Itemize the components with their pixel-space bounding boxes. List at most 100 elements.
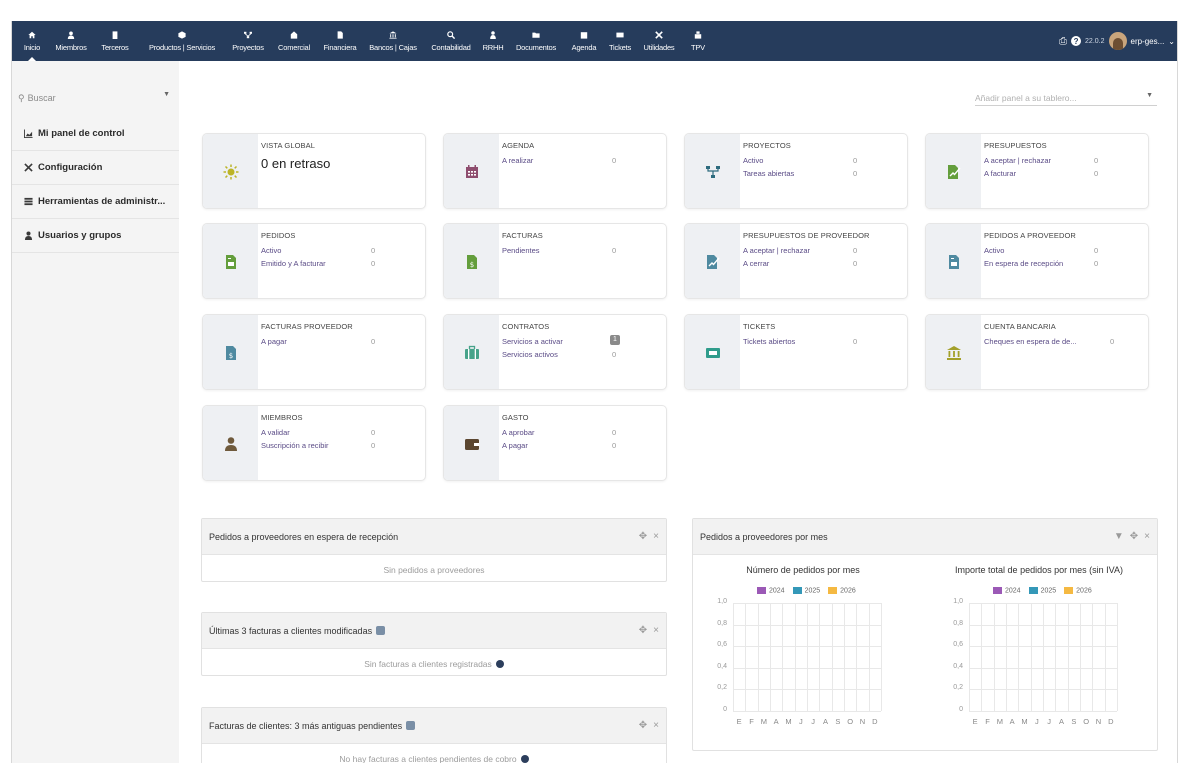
box-line-label[interactable]: Servicios activos (502, 350, 558, 359)
close-icon[interactable]: × (653, 531, 659, 542)
nav-proyectos[interactable]: Proyectos (226, 21, 270, 61)
box-line-label[interactable]: Pendientes (502, 246, 540, 255)
sidebar-item-usuarios[interactable]: Usuarios y grupos (12, 219, 179, 253)
box-cuenta-bancaria[interactable]: CUENTA BANCARIA Cheques en espera de de.… (925, 314, 1149, 390)
box-facturas-proveedor[interactable]: $ FACTURAS PROVEEDOR A pagar 0 (202, 314, 426, 390)
box-agenda[interactable]: AGENDA A realizar 0 (443, 133, 667, 209)
add-panel-select[interactable]: Añadir panel a su tablero... ▼ (975, 90, 1157, 106)
widget-header[interactable]: Facturas de clientes: 3 más antiguas pen… (202, 708, 666, 744)
sidebar-item-herramientas[interactable]: Herramientas de administr... (12, 185, 179, 219)
box-line-value[interactable]: 0 (371, 441, 376, 450)
nav-bancos-cajas[interactable]: Bancos | Cajas (362, 21, 424, 61)
nav-agenda[interactable]: Agenda (564, 21, 604, 61)
print-icon[interactable]: ⎙ (1059, 35, 1068, 47)
info-icon[interactable] (495, 660, 504, 668)
box-line-value[interactable]: 0 (612, 156, 617, 165)
avatar[interactable] (1108, 32, 1127, 50)
box-presupuestos[interactable]: PRESUPUESTOS A aceptar | rechazar 0 A fa… (925, 133, 1149, 209)
box-line-value[interactable]: 0 (612, 350, 617, 359)
box-line-value[interactable]: 0 (1110, 337, 1115, 346)
box-line-value-badge[interactable]: 1 (610, 335, 620, 345)
box-line-label[interactable]: A facturar (984, 169, 1017, 178)
list-icon[interactable] (406, 721, 416, 730)
box-line-label[interactable]: Servicios a activar (502, 337, 563, 346)
box-contratos[interactable]: CONTRATOS Servicios a activar 1 Servicio… (443, 314, 667, 390)
box-line-label[interactable]: A aceptar | rechazar (743, 246, 810, 255)
move-icon[interactable]: ✥ (638, 720, 648, 731)
user-name[interactable]: erp-ges... (1130, 36, 1165, 46)
box-presupuestos-proveedor[interactable]: PRESUPUESTOS DE PROVEEDOR A aceptar | re… (684, 223, 908, 299)
widget-header[interactable]: Pedidos a proveedores en espera de recep… (202, 519, 666, 555)
legend-item[interactable]: 2026 (1064, 587, 1092, 594)
legend-item[interactable]: 2024 (757, 587, 785, 594)
box-vista-global[interactable]: VISTA GLOBAL 0 en retraso (202, 133, 426, 209)
box-line-value[interactable]: 0 (1094, 169, 1099, 178)
search-field[interactable]: ⚲ Buscar ▼ (18, 91, 170, 105)
box-line-label[interactable]: A aceptar | rechazar (984, 156, 1051, 165)
nav-financiera[interactable]: Financiera (318, 21, 362, 61)
box-line-value[interactable]: 0 (853, 156, 858, 165)
nav-terceros[interactable]: Terceros (94, 21, 136, 61)
box-pedidos[interactable]: PEDIDOS Activo 0 Emitido y A facturar 0 (202, 223, 426, 299)
box-line-value[interactable]: 0 (371, 246, 376, 255)
sidebar-item-panel-control[interactable]: Mi panel de control (12, 117, 179, 151)
close-icon[interactable]: × (653, 625, 659, 636)
nav-contabilidad[interactable]: Contabilidad (424, 21, 478, 61)
nav-tpv[interactable]: TPV (686, 21, 710, 61)
nav-rrhh[interactable]: RRHH (478, 21, 508, 61)
box-line-label[interactable]: A pagar (261, 337, 287, 346)
nav-comercial[interactable]: Comercial (270, 21, 318, 61)
box-line-label[interactable]: Activo (261, 246, 282, 255)
box-line-value[interactable]: 0 (853, 246, 858, 255)
box-line-value[interactable]: 0 (612, 246, 617, 255)
box-line-label[interactable]: En espera de recepción (984, 259, 1064, 268)
box-line-label[interactable]: A cerrar (743, 259, 770, 268)
box-facturas[interactable]: $ FACTURAS Pendientes 0 (443, 223, 667, 299)
move-icon[interactable]: ✥ (1129, 531, 1139, 542)
box-gasto[interactable]: GASTO A aprobar 0 A pagar 0 (443, 405, 667, 481)
legend-item[interactable]: 2026 (828, 587, 856, 594)
info-icon[interactable] (520, 755, 529, 763)
nav-tickets[interactable]: Tickets (604, 21, 636, 61)
box-line-value[interactable]: 0 (1094, 246, 1099, 255)
box-line-label[interactable]: Activo (984, 246, 1005, 255)
box-line-label[interactable]: Emitido y A facturar (261, 259, 326, 268)
box-line-value[interactable]: 0 (853, 169, 858, 178)
box-line-label[interactable]: Tareas abiertas (743, 169, 795, 178)
nav-productos-servicios[interactable]: Productos | Servicios (136, 21, 228, 61)
box-line-label[interactable]: Activo (743, 156, 764, 165)
move-icon[interactable]: ✥ (638, 531, 648, 542)
legend-item[interactable]: 2024 (993, 587, 1021, 594)
legend-item[interactable]: 2025 (792, 587, 820, 594)
box-tickets[interactable]: TICKETS Tickets abiertos 0 (684, 314, 908, 390)
box-miembros[interactable]: MIEMBROS A validar 0 Suscripción a recib… (202, 405, 426, 481)
box-pedidos-proveedor[interactable]: PEDIDOS A PROVEEDOR Activo 0 En espera d… (925, 223, 1149, 299)
list-icon[interactable] (376, 626, 386, 635)
box-line-label[interactable]: A aprobar (502, 428, 535, 437)
help-icon[interactable]: ? (1071, 36, 1082, 46)
sidebar-item-configuracion[interactable]: Configuración (12, 151, 179, 185)
box-line-label[interactable]: A realizar (502, 156, 534, 165)
widget-header[interactable]: Pedidos a proveedores por mes ▼ ✥ × (693, 519, 1157, 555)
box-line-value[interactable]: 0 (371, 259, 376, 268)
move-icon[interactable]: ✥ (638, 625, 648, 636)
box-line-label[interactable]: A validar (261, 428, 290, 437)
box-big-value[interactable]: 0 en retraso (261, 156, 331, 171)
box-proyectos[interactable]: PROYECTOS Activo 0 Tareas abiertas 0 (684, 133, 908, 209)
widget-header[interactable]: Últimas 3 facturas a clientes modificada… (202, 613, 666, 649)
box-line-value[interactable]: 0 (612, 441, 617, 450)
box-line-label[interactable]: Suscripción a recibir (261, 441, 329, 450)
box-line-value[interactable]: 0 (1094, 156, 1099, 165)
close-icon[interactable]: × (653, 720, 659, 731)
close-icon[interactable]: × (1144, 531, 1150, 542)
box-line-label[interactable]: A pagar (502, 441, 528, 450)
filter-icon[interactable]: ▼ (1113, 531, 1124, 542)
box-line-value[interactable]: 0 (371, 428, 376, 437)
nav-inicio[interactable]: Inicio (14, 21, 50, 61)
nav-documentos[interactable]: Documentos (508, 21, 564, 61)
box-line-value[interactable]: 0 (612, 428, 617, 437)
nav-miembros[interactable]: Miembros (48, 21, 94, 61)
box-line-label[interactable]: Tickets abiertos (743, 337, 796, 346)
chevron-down-icon[interactable]: ⌄ (1168, 36, 1175, 46)
box-line-value[interactable]: 0 (853, 337, 858, 346)
